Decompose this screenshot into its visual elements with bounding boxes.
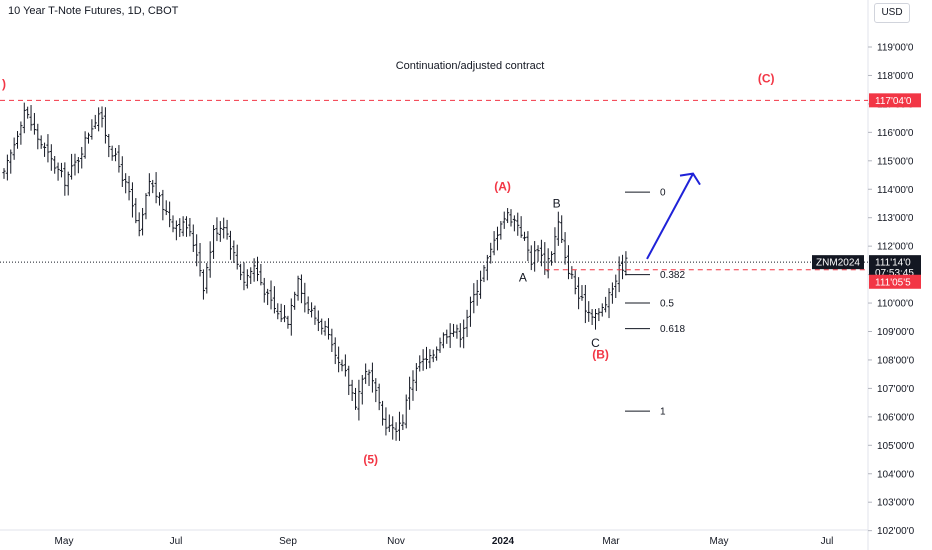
price-tick-label: 112'00'0: [877, 242, 914, 253]
price-tick-label: 113'00'0: [877, 213, 914, 224]
price-tick-label: 108'00'0: [877, 355, 915, 366]
price-tick-label: 106'00'0: [877, 412, 915, 423]
wave-label: A: [519, 270, 527, 284]
time-tick-label: Mar: [602, 536, 620, 547]
price-tick-label: 107'00'0: [877, 384, 915, 395]
plot-area[interactable]: [0, 0, 868, 530]
price-tick-label: 102'00'0: [877, 526, 915, 537]
wave-label: ): [2, 77, 6, 91]
time-tick-label: 2024: [492, 536, 515, 547]
time-axis-ticks[interactable]: May Jul Sep Nov 2024 Mar May Jul: [55, 536, 834, 547]
fib-level-label: 0.5: [660, 299, 674, 310]
time-tick-label: Jul: [170, 536, 183, 547]
support-price-text: 111'05'5: [875, 277, 911, 288]
price-tick-label: 103'00'0: [877, 498, 915, 509]
time-tick-label: May: [55, 536, 74, 547]
price-tick-label: 114'00'0: [877, 185, 914, 196]
price-tick-label: 109'00'0: [877, 327, 915, 338]
resistance-price-text: 117'04'0: [875, 96, 912, 107]
fib-level-label: 0: [660, 188, 666, 199]
wave-label: B: [553, 196, 561, 210]
wave-label: (C): [758, 71, 775, 85]
countdown-text: 07:53:45: [875, 268, 914, 279]
chart-annotation-note: Continuation/adjusted contract: [396, 60, 545, 72]
time-tick-label: Sep: [279, 536, 297, 547]
projection-arrow-head: [679, 172, 701, 186]
wave-label: (A): [494, 179, 511, 193]
price-tick-label: 116'00'0: [877, 128, 914, 139]
symbol-title[interactable]: 10 Year T-Note Futures, 1D, CBOT: [8, 5, 179, 17]
price-tick-label: 104'00'0: [877, 469, 915, 480]
price-tick-label: 110'00'0: [877, 299, 914, 310]
fib-level-label: 0.618: [660, 324, 685, 335]
symbol-tag: [812, 255, 864, 270]
symbol-tag-text: ZNM2024: [816, 258, 860, 269]
time-tick-label: Nov: [387, 536, 405, 547]
time-tick-label: Jul: [821, 536, 834, 547]
currency-selector[interactable]: USD: [874, 3, 910, 23]
wave-label: (B): [592, 347, 609, 361]
resistance-price-tag: [869, 93, 921, 108]
wave-label: (5): [363, 453, 378, 467]
current-price-text: 111'14'0: [875, 258, 911, 269]
wave-label: C: [591, 336, 600, 350]
chart-overlays: 0 0.382 0.5 0.618 1 Continuation/adjusted con…: [0, 60, 868, 467]
price-tick-label: 105'00'0: [877, 441, 915, 452]
fib-level-label: 1: [660, 407, 666, 418]
time-tick-label: May: [710, 536, 729, 547]
price-axis-ticks[interactable]: 119'00'0118'00'0117'00'0116'00'0115'00'0…: [868, 43, 915, 538]
price-tick-label: 115'00'0: [877, 156, 914, 167]
projection-arrow-line: [646, 173, 694, 260]
support-price-tag: [869, 274, 921, 289]
price-tick-label: 119'00'0: [877, 43, 914, 54]
price-tick-label: 118'00'0: [877, 71, 914, 82]
fib-level-label: 0.382: [660, 270, 685, 281]
